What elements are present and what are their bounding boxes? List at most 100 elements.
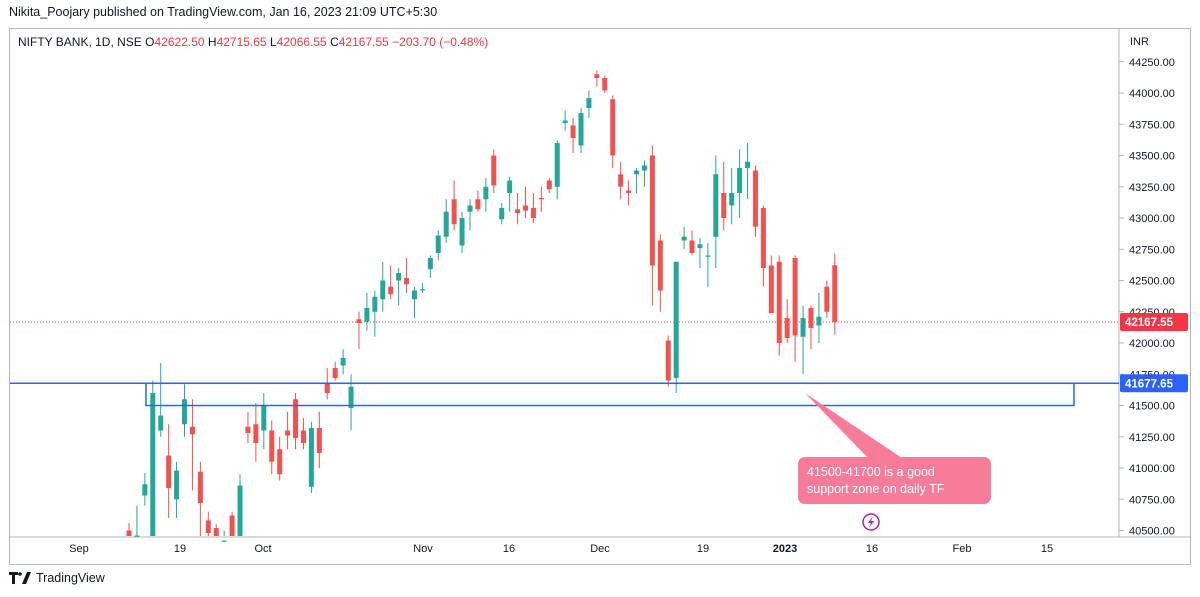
- candle-body: [586, 98, 592, 108]
- publish-info: Nikita_Poojary published on TradingView.…: [9, 5, 437, 19]
- price-axis[interactable]: 44250.00 44000.00 43750.00 43500.00 43250.00…: [1119, 57, 1175, 538]
- x-tick-label: 16: [503, 543, 515, 555]
- candle-body: [285, 430, 291, 436]
- candle-body: [752, 170, 758, 227]
- open-value: 42622.50: [154, 35, 205, 49]
- publish-text: Nikita_Poojary published on TradingView.…: [9, 5, 438, 19]
- y-tick-label: 40750.00: [1129, 494, 1175, 506]
- candle-body: [237, 485, 243, 536]
- close-label: C: [330, 35, 339, 49]
- candle-body: [142, 484, 148, 496]
- candle-body: [221, 540, 227, 542]
- candle-body: [721, 193, 727, 218]
- candle-body: [205, 520, 211, 533]
- y-tick-label: 40500.00: [1129, 526, 1175, 538]
- footer-brand[interactable]: TradingView: [9, 571, 105, 585]
- candle-body: [578, 113, 584, 146]
- candle-body: [832, 265, 838, 323]
- candle-body: [570, 125, 576, 138]
- candle-body: [340, 358, 346, 366]
- candle-body: [419, 289, 425, 291]
- candle-body: [213, 528, 219, 536]
- y-tick-label: 41000.00: [1129, 463, 1175, 475]
- y-tick-label: 43000.00: [1129, 213, 1175, 225]
- candle-body: [634, 170, 640, 175]
- close-value: 42167.55: [338, 35, 389, 49]
- candle-body: [610, 99, 616, 156]
- candle-body: [356, 319, 362, 323]
- candle-body: [150, 393, 156, 536]
- annotation-callout[interactable]: 41500-41700 is a good support zone on da…: [798, 393, 991, 504]
- y-tick-label: 42000.00: [1129, 338, 1175, 350]
- candle-body: [348, 386, 354, 408]
- candle-body: [253, 424, 259, 443]
- high-value: 42715.65: [216, 35, 267, 49]
- x-tick-label: Sep: [69, 543, 89, 555]
- candle-body: [523, 205, 528, 211]
- candle-body: [681, 236, 687, 241]
- x-tick-label: Oct: [254, 543, 271, 555]
- callout-line-1: 41500-41700 is a good: [807, 465, 935, 479]
- candle-body: [411, 290, 417, 300]
- candle-body: [435, 235, 441, 253]
- candle-body: [507, 180, 513, 193]
- change-value: −203.70 (−0.48%): [392, 35, 489, 49]
- candle-body: [475, 199, 481, 210]
- candle-body: [713, 174, 719, 237]
- candle-body: [824, 286, 830, 312]
- candle-body: [800, 318, 806, 337]
- candle-body: [808, 308, 814, 328]
- candle-body: [316, 428, 322, 453]
- x-tick-label: 19: [697, 543, 709, 555]
- candle-body: [182, 399, 188, 425]
- last-price-tag: [1120, 313, 1188, 332]
- candle-body: [760, 208, 766, 268]
- last-price-tag-label: 42167.55: [1125, 317, 1174, 329]
- candle-body: [792, 258, 798, 336]
- candle-body: [372, 296, 378, 312]
- candle-body: [594, 74, 600, 78]
- candle-body: [308, 428, 314, 487]
- callout-line-2: support zone on daily TF: [807, 482, 945, 496]
- candle-body: [689, 240, 695, 253]
- candle-body: [134, 535, 140, 537]
- candle-body: [427, 258, 433, 270]
- candle-body: [491, 155, 497, 186]
- candle-body: [768, 265, 774, 313]
- candle-body: [546, 180, 552, 190]
- candle-body: [451, 199, 457, 225]
- candle-body: [784, 318, 790, 338]
- candle-body: [705, 255, 711, 257]
- candle-body: [737, 168, 743, 193]
- candle-body: [189, 426, 195, 435]
- x-tick-label: Feb: [953, 543, 972, 555]
- candle-body: [396, 273, 402, 281]
- candle-body: [626, 190, 632, 193]
- y-tick-label: 43750.00: [1129, 119, 1175, 131]
- candle-body: [649, 155, 655, 266]
- candle-body: [697, 244, 703, 248]
- support-zone-rect[interactable]: [145, 382, 1075, 407]
- y-tick-label: 44250.00: [1129, 57, 1175, 69]
- time-axis[interactable]: Sep 19 Oct Nov 16 Dec 19 2023 16 Feb 15: [69, 543, 1053, 555]
- candle-body: [745, 161, 751, 168]
- candle-body: [499, 208, 505, 220]
- candles: [126, 70, 838, 542]
- x-tick-label: 2023: [773, 543, 797, 555]
- candle-body: [459, 218, 465, 246]
- y-tick-label: 41500.00: [1129, 401, 1175, 413]
- lightning-icon[interactable]: [862, 513, 880, 531]
- candle-body: [364, 308, 370, 322]
- candle-body: [515, 209, 521, 213]
- candle-body: [729, 193, 735, 206]
- symbol-label: NIFTY BANK, 1D, NSE: [18, 35, 142, 49]
- x-tick-label: Dec: [590, 543, 610, 555]
- x-tick-label: Nov: [413, 543, 433, 555]
- candle-body: [158, 415, 164, 431]
- y-tick-label: 41250.00: [1129, 432, 1175, 444]
- chart-frame[interactable]: [9, 28, 1191, 565]
- callout-box: [798, 457, 991, 504]
- candle-body: [126, 530, 132, 536]
- candle-body: [554, 143, 560, 187]
